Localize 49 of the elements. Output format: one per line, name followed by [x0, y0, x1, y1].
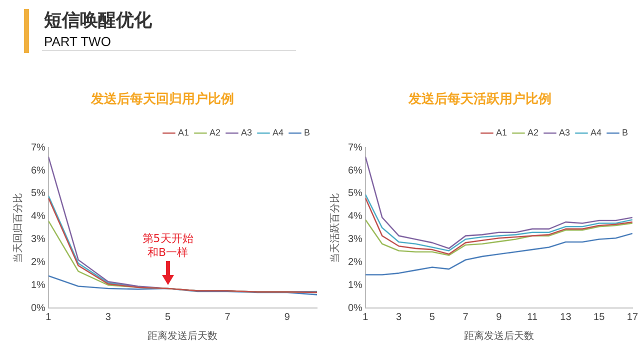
- y-tick-label: 0%: [31, 302, 46, 314]
- legend-label: A2: [209, 128, 220, 138]
- text: PART TWO: [44, 34, 112, 50]
- y-tick-label: 5%: [348, 188, 363, 200]
- x-tick-label: 3: [105, 312, 112, 323]
- legend-label: A4: [272, 128, 284, 138]
- y-tick-label: 6%: [348, 165, 363, 176]
- y-tick-label: 0%: [348, 302, 363, 314]
- x-axis-title: 距离发送后天数: [148, 330, 218, 342]
- x-tick-label: 7: [224, 312, 231, 323]
- x-tick-label: 15: [594, 312, 606, 323]
- legend-label: A1: [178, 128, 189, 138]
- legend-label: A4: [590, 128, 602, 138]
- x-tick-label: 3: [396, 312, 402, 323]
- y-tick-label: 4%: [348, 211, 363, 222]
- y-tick-label: 3%: [348, 234, 363, 246]
- y-tick-label: 2%: [31, 256, 46, 268]
- x-tick-label: 9: [284, 312, 290, 323]
- y-axis-title: 当天活跃百分比: [328, 192, 341, 263]
- x-tick-label: 7: [462, 312, 469, 323]
- y-tick-label: 6%: [31, 165, 46, 176]
- x-tick-label: 1: [46, 312, 52, 323]
- y-tick-label: 4%: [31, 211, 46, 222]
- y-tick-label: 7%: [31, 142, 46, 154]
- y-tick-label: 3%: [31, 234, 46, 246]
- y-tick-label: 1%: [348, 280, 363, 291]
- legend-label: A1: [496, 128, 507, 138]
- y-axis-title: 当天回归百分比: [12, 192, 24, 263]
- legend-label: B: [622, 128, 628, 138]
- legend-label: B: [304, 128, 310, 138]
- y-tick-label: 5%: [31, 188, 46, 200]
- legend-label: A2: [527, 128, 538, 138]
- y-tick-label: 7%: [348, 142, 363, 154]
- chart-title: 发送后每天活跃用户比例: [408, 91, 552, 108]
- chart-title: 发送后每天回归用户比例: [90, 91, 234, 108]
- x-tick-label: 17: [626, 312, 638, 323]
- x-tick-label: 5: [165, 312, 172, 323]
- y-tick-label: 1%: [31, 280, 46, 291]
- x-tick-label: 13: [560, 312, 572, 323]
- annotation: 第5天开始和B一样: [142, 232, 194, 259]
- y-tick-label: 2%: [348, 256, 363, 268]
- x-axis-title: 距离发送后天数: [464, 330, 534, 342]
- x-tick-label: 9: [496, 312, 502, 323]
- legend-label: A3: [558, 128, 570, 138]
- text: 短信唤醒优化: [44, 9, 153, 33]
- x-tick-label: 11: [527, 312, 538, 323]
- x-tick-label: 5: [429, 312, 436, 323]
- legend-label: A3: [240, 128, 252, 138]
- x-tick-label: 1: [362, 312, 369, 323]
